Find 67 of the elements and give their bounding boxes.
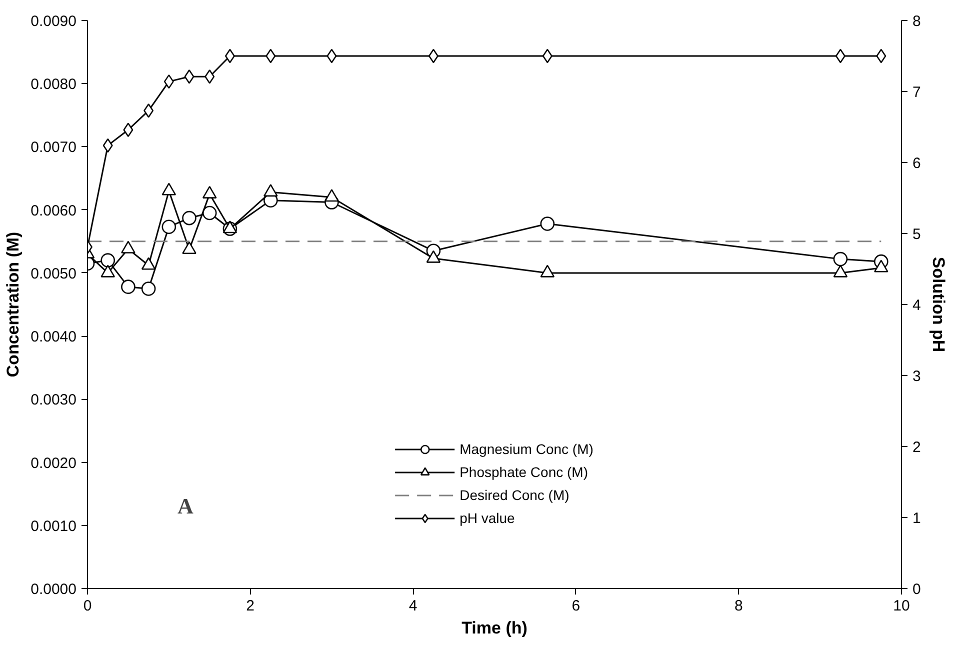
y2-tick-label: 1 [912, 510, 921, 527]
y-axis-title: Concentration (M) [4, 232, 23, 378]
y-tick-label: 0.0040 [30, 328, 77, 346]
x-axis-title: Time (h) [462, 618, 528, 638]
point [833, 252, 848, 266]
x-tick-label: 0 [83, 598, 92, 614]
y2-tick-label: 0 [912, 581, 921, 598]
y2-axis-title: Solution pH [928, 256, 948, 352]
point [540, 264, 555, 278]
point [102, 138, 113, 153]
point [100, 264, 115, 278]
point [326, 48, 337, 64]
y-tick-label: 0.0080 [30, 76, 77, 94]
point [184, 69, 194, 84]
y2-tick-label: 4 [912, 297, 921, 314]
point [222, 220, 238, 234]
x-tick-label: 8 [734, 598, 743, 614]
x-tick-label: 4 [408, 598, 418, 614]
y-tick-label: 0.0020 [30, 454, 77, 472]
point [121, 240, 136, 254]
y2-tick-label: 7 [912, 84, 921, 101]
y-tick-label: 0.0060 [30, 202, 77, 220]
y2-tick-label: 2 [912, 439, 921, 456]
point [266, 48, 276, 64]
point [141, 282, 156, 296]
y-tick-label: 0.0090 [30, 13, 77, 30]
y2-tick-label: 6 [912, 155, 921, 172]
y-tick-label: 0.0030 [30, 392, 77, 409]
point [182, 241, 196, 254]
legend-label: pH value [460, 510, 515, 526]
point [204, 69, 215, 84]
point [540, 216, 555, 231]
point [542, 48, 552, 64]
y2-tick-label: 3 [912, 368, 921, 385]
point [121, 280, 136, 294]
point [141, 257, 156, 270]
point [123, 122, 134, 137]
point [264, 184, 278, 197]
x-tick-label: 10 [893, 598, 910, 614]
point [874, 260, 888, 272]
point [202, 186, 217, 198]
point [182, 210, 196, 226]
y2-tick-label: 8 [912, 13, 921, 30]
point [224, 48, 235, 64]
y-tick-label: 0.0050 [30, 265, 77, 282]
point [202, 206, 217, 220]
point [100, 253, 115, 268]
annotation: A [178, 494, 194, 518]
point [428, 48, 438, 64]
point [876, 48, 886, 64]
x-tick-label: 6 [572, 598, 580, 614]
legend-label: Phosphate Conc (M) [460, 464, 588, 480]
point [833, 264, 848, 278]
point [324, 189, 339, 202]
y-tick-label: 0.0070 [30, 139, 77, 156]
point [426, 250, 441, 263]
point [835, 48, 846, 64]
legend-label: Desired Conc (M) [460, 487, 570, 503]
y2-tick-label: 5 [912, 226, 921, 243]
legend-label: Magnesium Conc (M) [460, 441, 594, 457]
y-tick-label: 0.0010 [30, 518, 77, 535]
x-tick-label: 2 [246, 598, 254, 614]
point [162, 182, 176, 196]
point [144, 104, 154, 118]
point [164, 74, 174, 89]
point [162, 220, 176, 234]
y-tick-label: 0.0000 [30, 581, 77, 598]
